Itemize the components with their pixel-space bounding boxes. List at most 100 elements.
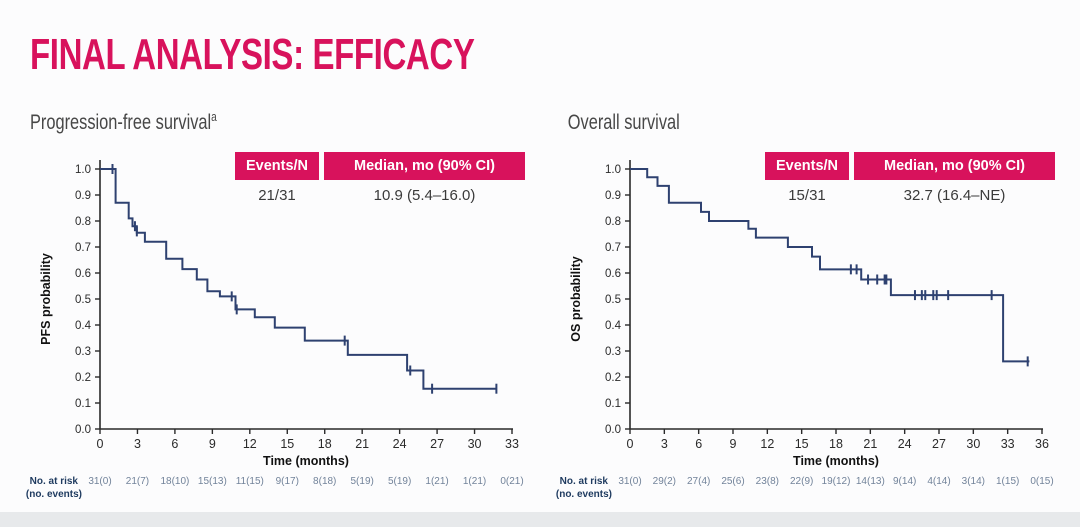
pfs-subtitle-text: Progression-free survival: [30, 111, 212, 134]
y-tick-label: 1.0: [605, 164, 621, 176]
risk-number: 18(10): [160, 476, 189, 487]
pfs-panel: Progression-free survivala 0.0 0.1 0.2 0.3 0…: [26, 104, 550, 506]
y-tick-label: 0.4: [605, 320, 622, 332]
os-median-value: 32.7 (16.4–NE): [903, 187, 1006, 204]
risk-number: 3(14): [962, 476, 985, 487]
y-tick-label: 0.1: [75, 398, 91, 410]
pfs-stats-header-row: Events/N Median, mo (90% CI): [235, 152, 525, 180]
y-tick-label: 0.9: [605, 190, 621, 202]
x-tick-label: 27: [430, 437, 444, 451]
risk-row-sublabel: (no. events): [556, 489, 612, 500]
x-tick-label: 12: [760, 437, 774, 451]
risk-number: 31(0): [618, 476, 641, 487]
pfs-km-plot: 0.0 0.1 0.2 0.3 0.4 0.5 0.6 0.7 0.8 0.9 1.0 0 3 6 9 12 1…: [26, 160, 524, 500]
os-events-header: Events/N: [765, 152, 849, 180]
x-axis-title: Time (months): [263, 454, 349, 468]
risk-number: 29(2): [653, 476, 676, 487]
risk-number: 4(14): [927, 476, 950, 487]
os-subtitle-text: Overall survival: [567, 111, 680, 134]
risk-number: 5(19): [388, 476, 411, 487]
x-tick-label: 6: [695, 437, 702, 451]
x-tick-label: 21: [355, 437, 369, 451]
x-tick-label: 33: [505, 437, 519, 451]
bottom-strip: [0, 512, 1080, 527]
y-tick-label: 0.6: [75, 268, 91, 280]
x-tick-label: 9: [209, 437, 216, 451]
x-tick-label: 3: [661, 437, 668, 451]
x-tick-label: 3: [134, 437, 141, 451]
pfs-median-value: 10.9 (5.4–16.0): [373, 187, 476, 204]
y-tick-label: 0.7: [605, 242, 621, 254]
pfs-events-value: 21/31: [258, 187, 296, 204]
risk-number: 22(9): [790, 476, 813, 487]
x-tick-label: 33: [1001, 437, 1015, 451]
risk-row-label: No. at risk: [30, 476, 79, 487]
os-median-header: Median, mo (90% CI): [854, 152, 1055, 180]
risk-number: 14(13): [856, 476, 885, 487]
y-tick-label: 0.6: [605, 268, 621, 280]
risk-number: 1(15): [996, 476, 1019, 487]
x-tick-label: 6: [171, 437, 178, 451]
os-events-value: 15/31: [788, 187, 826, 204]
x-tick-label: 0: [627, 437, 634, 451]
y-tick-label: 0.2: [605, 372, 621, 384]
y-tick-label: 0.3: [605, 346, 621, 358]
x-tick-label: 12: [243, 437, 257, 451]
km-curve: [100, 168, 497, 390]
risk-row-sublabel: (no. events): [26, 489, 82, 500]
risk-number: 23(8): [756, 476, 779, 487]
pfs-events-header: Events/N: [235, 152, 319, 180]
x-tick-label: 18: [318, 437, 332, 451]
x-tick-label: 15: [795, 437, 809, 451]
risk-number: 9(17): [276, 476, 299, 487]
os-panel: Overall survival 0.0 0.1 0.2 0.3 0.4 0.5 0.6 0.…: [556, 104, 1080, 506]
y-tick-label: 0.0: [75, 424, 91, 436]
x-axis-title: Time (months): [793, 454, 879, 468]
pfs-subtitle-superscript: a: [211, 109, 217, 124]
risk-row-label: No. at risk: [560, 476, 609, 487]
os-stats-header-row: Events/N Median, mo (90% CI): [765, 152, 1055, 180]
y-tick-label: 1.0: [75, 164, 91, 176]
y-tick-label: 0.8: [605, 216, 621, 228]
risk-number: 15(13): [198, 476, 227, 487]
os-chart: 0.0 0.1 0.2 0.3 0.4 0.5 0.6 0.7 0.8 0.9 1.0 0 3 6 9 12 1…: [556, 144, 1080, 506]
risk-number: 27(4): [687, 476, 710, 487]
pfs-median-header: Median, mo (90% CI): [324, 152, 525, 180]
y-tick-label: 0.8: [75, 216, 91, 228]
x-tick-label: 24: [898, 437, 912, 451]
os-stats-table: Events/N Median, mo (90% CI) 15/31 32.7 …: [765, 152, 1055, 211]
x-tick-label: 18: [829, 437, 843, 451]
y-axis-title: PFS probability: [39, 253, 53, 345]
x-tick-label: 0: [97, 437, 104, 451]
os-stats-values-row: 15/31 32.7 (16.4–NE): [765, 180, 1055, 211]
y-tick-label: 0.5: [75, 294, 91, 306]
risk-number: 19(12): [822, 476, 851, 487]
x-tick-label: 30: [966, 437, 980, 451]
slide-title: FINAL ANALYSIS: EFFICACY: [30, 30, 475, 79]
risk-number: 25(6): [721, 476, 744, 487]
x-tick-label: 15: [280, 437, 294, 451]
x-tick-label: 21: [863, 437, 877, 451]
risk-number: 0(15): [1030, 476, 1053, 487]
pfs-stats-values-row: 21/31 10.9 (5.4–16.0): [235, 180, 525, 211]
y-tick-label: 0.5: [605, 294, 621, 306]
y-tick-label: 0.0: [605, 424, 621, 436]
km-curve: [630, 168, 1030, 363]
y-tick-label: 0.9: [75, 190, 91, 202]
pfs-stats-table: Events/N Median, mo (90% CI) 21/31 10.9 …: [235, 152, 525, 211]
os-km-plot: 0.00.10.20.30.40.50.60.70.80.91.00 3 6 9 12 1…: [556, 160, 1054, 500]
risk-number: 31(0): [88, 476, 111, 487]
risk-number: 21(7): [126, 476, 149, 487]
risk-number: 0(21): [500, 476, 523, 487]
pfs-chart: 0.0 0.1 0.2 0.3 0.4 0.5 0.6 0.7 0.8 0.9 1.0 0 3 6 9 12 1…: [26, 144, 550, 506]
risk-number: 1(21): [463, 476, 486, 487]
y-tick-label: 0.1: [605, 398, 621, 410]
y-axis-title: OS probability: [569, 256, 583, 341]
os-subtitle: Overall survival: [560, 104, 966, 134]
risk-number: 5(19): [351, 476, 374, 487]
x-tick-label: 36: [1035, 437, 1049, 451]
risk-number: 8(18): [313, 476, 336, 487]
x-tick-label: 30: [468, 437, 482, 451]
y-tick-label: 0.2: [75, 372, 91, 384]
